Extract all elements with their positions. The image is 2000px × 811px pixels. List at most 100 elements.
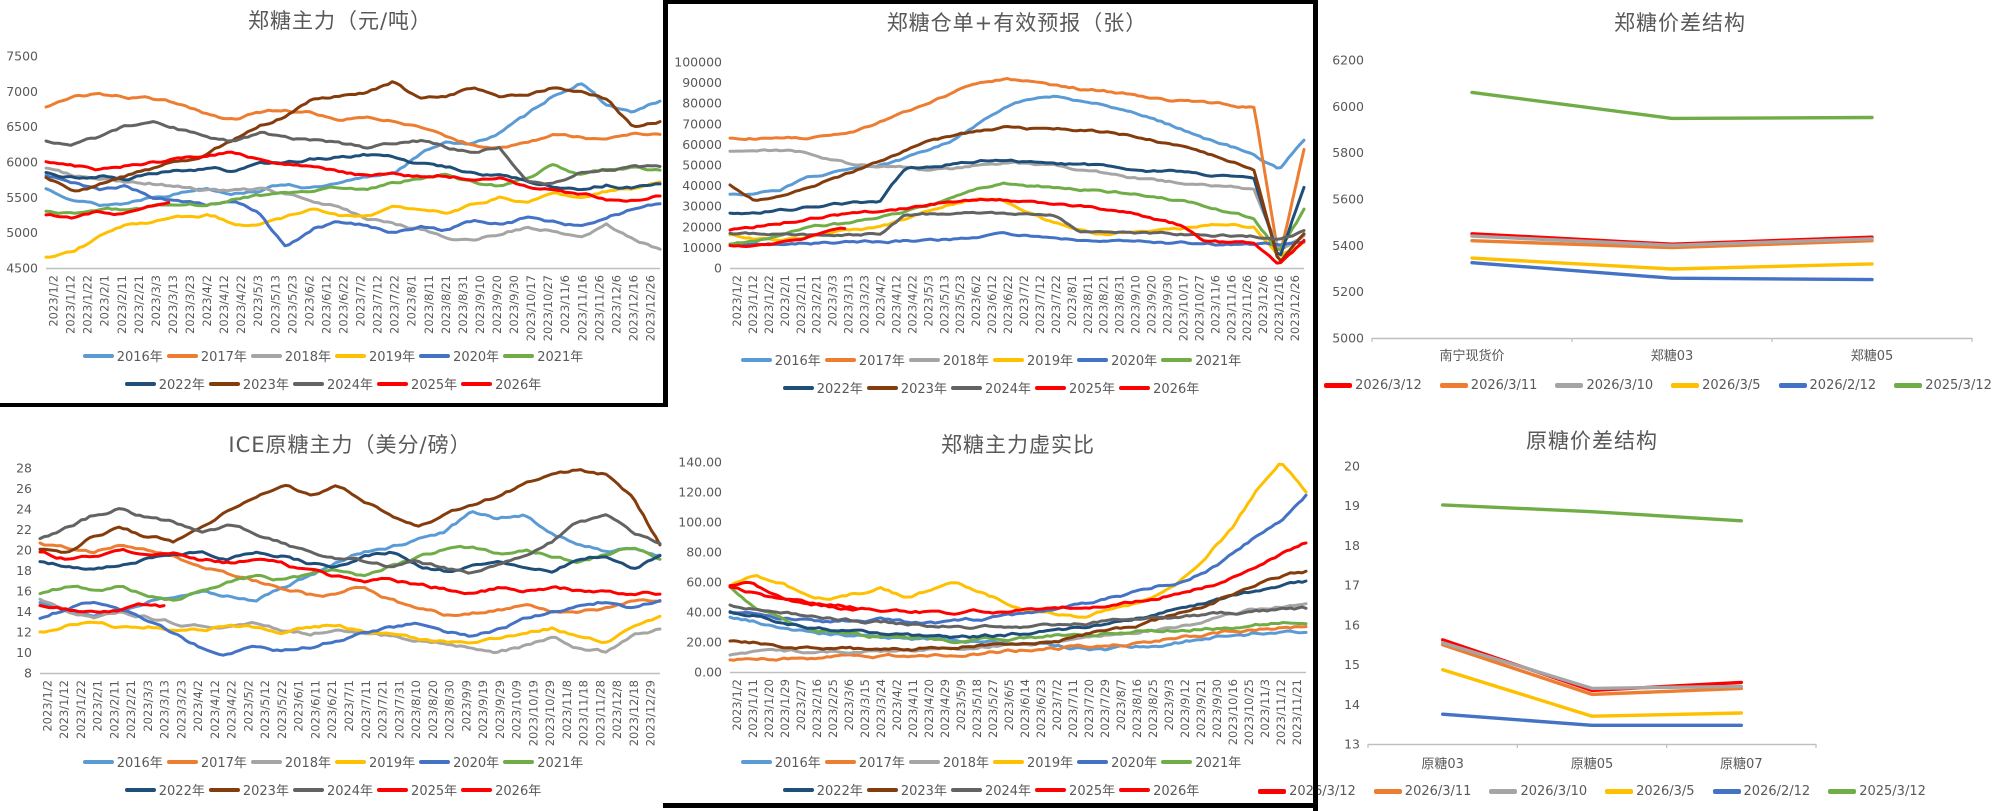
y-tick: 16 <box>1344 617 1360 632</box>
legend-row: 2026/3/12 2026/3/11 2026/3/10 2026/3/5 2026/… <box>1315 378 2000 393</box>
x-tick: 2023/1/22 <box>74 680 88 739</box>
x-tick: 2023/9/20 <box>1145 275 1159 334</box>
legend-label: 2019年 <box>369 756 416 771</box>
y-tick: 0 <box>714 261 722 276</box>
x-tick: 2023/3/23 <box>183 275 197 334</box>
y-tick: 60.00 <box>686 575 722 590</box>
x-tick: 2023/2/11 <box>107 680 121 739</box>
legend-item-2016年: 2016年 <box>740 752 821 771</box>
legend-swatch <box>461 787 493 792</box>
legend-row: 2016年 2017年 2018年 2019年 2020年 2021年 <box>81 752 586 771</box>
series-line-2021年 <box>728 181 1306 252</box>
legend-row: 2016年 2017年 2018年 2019年 2020年 2021年 <box>739 752 1244 771</box>
y-tick: 40.00 <box>686 605 722 620</box>
x-tick: 2023/7/20 <box>1082 679 1096 738</box>
legend-swatch <box>740 357 772 362</box>
x-tick: 2023/10/17 <box>524 275 538 341</box>
x-tick: 2023/8/1 <box>405 275 419 327</box>
legend-swatch <box>208 787 240 792</box>
y-tick: 13 <box>1344 737 1360 752</box>
x-tick: 2023/4/2 <box>890 679 904 731</box>
x-tick: 2023/9/10 <box>473 275 487 334</box>
x-tick: 2023/3/3 <box>149 275 163 327</box>
series-line-2018年 <box>38 597 662 655</box>
x-tick: 2023/11/28 <box>593 680 607 746</box>
series-line-2020年 <box>44 174 662 248</box>
legend-label: 2026/3/5 <box>1702 378 1761 393</box>
legend-item-2017年: 2017年 <box>166 752 247 771</box>
series-line-2017年 <box>44 91 662 150</box>
legend-label: 2026/3/10 <box>1520 784 1588 799</box>
x-tick: 2023/9/12 <box>1178 679 1192 738</box>
x-tick: 2023/6/5 <box>1002 679 1016 731</box>
legend-item-2026/3/12: 2026/3/12 <box>1324 378 1422 393</box>
legend-row: 2016年 2017年 2018年 2019年 2020年 2021年 <box>81 346 586 365</box>
chart-zhengtang-main: 郑糖主力（元/吨） 4500 5000 5500 6000 6500 7000 7500 20… <box>6 9 662 341</box>
divider-horizontal-under-topleft <box>0 403 668 407</box>
legend-label: 2022年 <box>158 378 205 393</box>
legend-label: 2026年 <box>495 784 542 799</box>
legend-swatch <box>1077 357 1109 362</box>
series-line-2024年 <box>38 507 662 575</box>
x-tick: 2023/12/26 <box>643 275 657 341</box>
x-tick: 2023/1/22 <box>81 275 95 334</box>
series-line-2026/3/11 <box>1440 642 1743 697</box>
x-tick: 2023/2/1 <box>91 680 105 732</box>
legend-swatch <box>82 759 114 764</box>
legend-item-2025年: 2025年 <box>1035 780 1115 799</box>
x-tick: 2023/4/2 <box>191 680 205 732</box>
legend-swatch <box>1258 789 1287 794</box>
legend-swatch <box>250 353 282 358</box>
x-tick: 2023/3/15 <box>858 679 872 738</box>
legend-swatch <box>377 381 409 386</box>
legend-swatch <box>419 759 451 764</box>
legend-item-2016年: 2016年 <box>82 752 163 771</box>
y-tick: 60000 <box>682 137 722 152</box>
x-tick: 2023/11/16 <box>575 275 589 341</box>
x-tick: 2023/10/25 <box>1242 679 1256 745</box>
legend-label: 2026年 <box>495 378 542 393</box>
legend-label: 2026/3/11 <box>1404 784 1472 799</box>
x-tick: 2023/7/11 <box>1066 679 1080 738</box>
legend-label: 2017年 <box>200 756 247 771</box>
x-tick: 2023/3/24 <box>874 679 888 738</box>
series-line-2022年 <box>728 579 1308 639</box>
x-tick: 2023/5/2 <box>241 680 255 732</box>
legend-swatch <box>1077 759 1109 764</box>
y-tick: 28 <box>16 461 32 476</box>
x-tick: 2023/3/6 <box>842 679 856 731</box>
x-tick: 2023/6/22 <box>336 275 350 334</box>
legend-label: 2020年 <box>453 350 500 365</box>
legend-label: 2016年 <box>774 354 821 369</box>
x-tick: 2023/1/2 <box>40 680 54 732</box>
legend-item-2025/3/12: 2025/3/12 <box>1828 784 1926 799</box>
legend-item-2017年: 2017年 <box>824 752 905 771</box>
x-tick: 2023/10/9 <box>510 680 524 739</box>
panel-warrants: 郑糖仓单+有效预报（张） 0 10000 20000 30000 40000 50000 6… <box>666 0 1316 406</box>
y-tick: 8 <box>24 666 32 681</box>
category-label: 南宁现货价 <box>1439 348 1504 364</box>
legend-item-2026年: 2026年 <box>1119 780 1199 799</box>
y-tick: 18 <box>16 563 32 578</box>
legend-swatch <box>908 759 940 764</box>
legend-swatch <box>1439 383 1468 388</box>
legend-swatch <box>1324 383 1353 388</box>
x-tick: 2023/1/2 <box>47 275 61 327</box>
legend-label: 2016年 <box>116 756 163 771</box>
x-tick: 2023/12/6 <box>609 275 623 334</box>
x-tick: 2023/11/18 <box>577 680 591 746</box>
legend-item-2026年: 2026年 <box>461 780 541 799</box>
x-tick: 2023/5/27 <box>986 679 1000 738</box>
x-tick: 2023/11/8 <box>560 680 574 739</box>
x-tick: 2023/8/10 <box>409 680 423 739</box>
legend-row: 2022年 2023年 2024年 2025年 2026年 <box>781 780 1201 799</box>
x-tick: 2023/7/31 <box>392 680 406 739</box>
x-tick: 2023/2/1 <box>98 275 112 327</box>
x-tick: 2023/1/2 <box>730 275 744 327</box>
legend-swatch <box>1035 787 1067 792</box>
legend-swatch <box>993 357 1024 362</box>
legend-label: 2020年 <box>453 756 500 771</box>
x-tick: 2023/2/11 <box>115 275 129 334</box>
y-tick: 16 <box>16 584 32 599</box>
series-line-2023年 <box>728 569 1308 652</box>
